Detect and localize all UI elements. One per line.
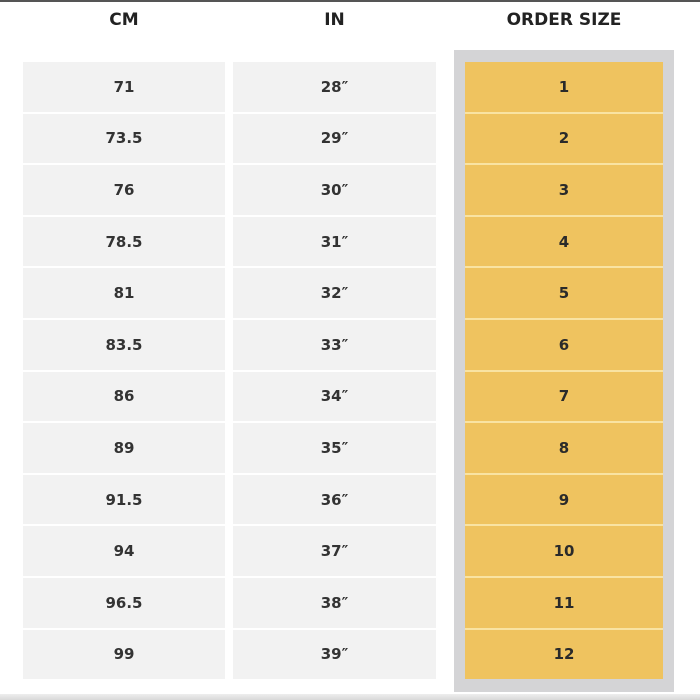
cm-cell: 89 [23,423,225,473]
order-size-cell: 5 [465,268,663,318]
top-border [0,0,700,2]
header-cm: CM [109,10,139,30]
cm-cell: 99 [23,629,225,680]
in-cell: 28″ [233,62,436,112]
cm-cell: 76 [23,165,225,215]
cm-cell: 78.5 [23,216,225,267]
cm-cell: 73.5 [23,113,225,164]
in-cell: 34″ [233,371,436,422]
cm-cell: 91.5 [23,474,225,525]
order-size-cell: 3 [465,165,663,215]
in-cell: 39″ [233,629,436,680]
in-cell: 38″ [233,577,436,628]
order-size-cell: 4 [465,216,663,267]
order-size-cell: 11 [465,577,663,628]
cm-cell: 83.5 [23,319,225,370]
cm-cell: 81 [23,268,225,318]
cm-cell: 96.5 [23,577,225,628]
order-size-column: 1 2 3 4 5 6 7 8 9 10 11 12 [465,62,663,681]
in-cell: 32″ [233,268,436,318]
order-size-cell: 7 [465,371,663,422]
in-cell: 33″ [233,319,436,370]
cm-column: 71 73.5 76 78.5 81 83.5 86 89 91.5 94 96.5 99 [23,62,225,681]
cm-cell: 94 [23,526,225,576]
in-cell: 36″ [233,474,436,525]
in-cell: 37″ [233,526,436,576]
order-size-cell: 6 [465,319,663,370]
in-cell: 35″ [233,423,436,473]
header-in: IN [324,10,345,30]
bottom-border [0,694,700,700]
cm-cell: 86 [23,371,225,422]
in-cell: 29″ [233,113,436,164]
in-cell: 30″ [233,165,436,215]
header-order-size: ORDER SIZE [506,10,622,30]
order-size-cell: 10 [465,526,663,576]
in-cell: 31″ [233,216,436,267]
order-size-cell: 12 [465,629,663,680]
order-size-cell: 9 [465,474,663,525]
order-size-cell: 2 [465,113,663,164]
cm-cell: 71 [23,62,225,112]
order-size-cell: 8 [465,423,663,473]
order-size-cell: 1 [465,62,663,112]
in-column: 28″ 29″ 30″ 31″ 32″ 33″ 34″ 35″ 36″ 37″ 38″ 39″ [233,62,436,681]
